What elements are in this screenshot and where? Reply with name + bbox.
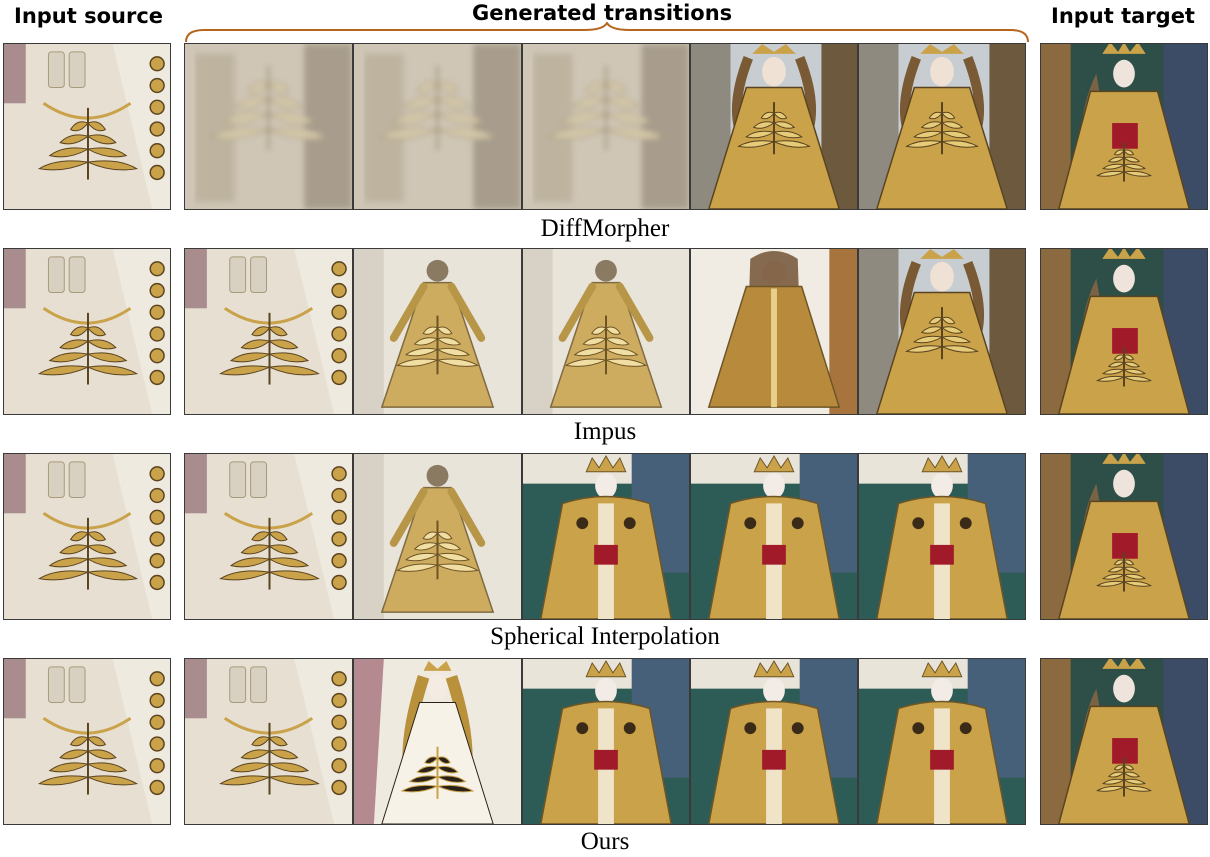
method-caption: DiffMorpher bbox=[540, 215, 670, 242]
transition-frame-1 bbox=[184, 43, 353, 210]
transition-frame-3 bbox=[522, 658, 690, 825]
illustration-queen bbox=[354, 659, 521, 824]
illustration-saint bbox=[691, 659, 857, 824]
transition-frame-2 bbox=[353, 658, 522, 825]
illustration-target bbox=[1041, 44, 1207, 209]
input-target-image bbox=[1040, 248, 1208, 415]
illustration-gown bbox=[354, 249, 521, 414]
transition-frame-3 bbox=[522, 453, 690, 620]
illustration-fabric bbox=[4, 44, 170, 209]
illustration-blur bbox=[354, 44, 521, 209]
illustration-statue bbox=[859, 44, 1025, 209]
illustration-gown bbox=[354, 454, 521, 619]
transition-frame-1 bbox=[184, 248, 353, 415]
illustration-saint bbox=[523, 659, 689, 824]
transition-frame-2 bbox=[353, 453, 522, 620]
comparison-row-diffmorpher bbox=[0, 43, 1210, 210]
illustration-target bbox=[1041, 454, 1207, 619]
illustration-saint bbox=[859, 454, 1025, 619]
comparison-row-spherical-interpolation bbox=[0, 453, 1210, 620]
illustration-saint bbox=[859, 659, 1025, 824]
transition-frame-5 bbox=[858, 248, 1026, 415]
transition-frame-4 bbox=[690, 658, 858, 825]
illustration-fabric bbox=[4, 454, 170, 619]
illustration-fabric bbox=[4, 249, 170, 414]
illustration-blur bbox=[523, 44, 689, 209]
illustration-gown bbox=[523, 249, 689, 414]
transition-frame-5 bbox=[858, 658, 1026, 825]
comparison-row-ours bbox=[0, 658, 1210, 825]
illustration-target bbox=[1041, 659, 1207, 824]
generated-transitions-header: Generated transitions bbox=[472, 1, 733, 25]
illustration-robe bbox=[691, 249, 857, 414]
transition-frame-1 bbox=[184, 453, 353, 620]
transition-frame-5 bbox=[858, 43, 1026, 210]
input-target-image bbox=[1040, 453, 1208, 620]
comparison-row-impus bbox=[0, 248, 1210, 415]
illustration-fabric bbox=[4, 659, 170, 824]
transition-frame-1 bbox=[184, 658, 353, 825]
transition-frame-4 bbox=[690, 248, 858, 415]
input-target-image bbox=[1040, 43, 1208, 210]
input-source-image bbox=[3, 658, 171, 825]
input-source-image bbox=[3, 248, 171, 415]
transition-frame-2 bbox=[353, 43, 522, 210]
transition-frame-5 bbox=[858, 453, 1026, 620]
illustration-fabric bbox=[185, 249, 352, 414]
illustration-saint bbox=[523, 454, 689, 619]
transition-frame-4 bbox=[690, 43, 858, 210]
method-caption: Impus bbox=[573, 418, 637, 445]
illustration-fabric bbox=[185, 454, 352, 619]
transition-frame-4 bbox=[690, 453, 858, 620]
transition-frame-3 bbox=[522, 43, 690, 210]
illustration-target bbox=[1041, 249, 1207, 414]
method-caption: Ours bbox=[580, 828, 630, 855]
illustration-fabric bbox=[185, 659, 352, 824]
illustration-statue bbox=[859, 249, 1025, 414]
curly-brace-icon bbox=[185, 22, 1029, 43]
illustration-blur bbox=[185, 44, 352, 209]
input-target-image bbox=[1040, 658, 1208, 825]
input-source-image bbox=[3, 43, 171, 210]
input-target-header: Input target bbox=[1051, 4, 1195, 28]
transition-frame-2 bbox=[353, 248, 522, 415]
input-source-header: Input source bbox=[14, 4, 164, 28]
method-caption: Spherical Interpolation bbox=[490, 623, 720, 650]
illustration-saint bbox=[691, 454, 857, 619]
input-source-image bbox=[3, 453, 171, 620]
transition-frame-3 bbox=[522, 248, 690, 415]
illustration-statue bbox=[691, 44, 857, 209]
